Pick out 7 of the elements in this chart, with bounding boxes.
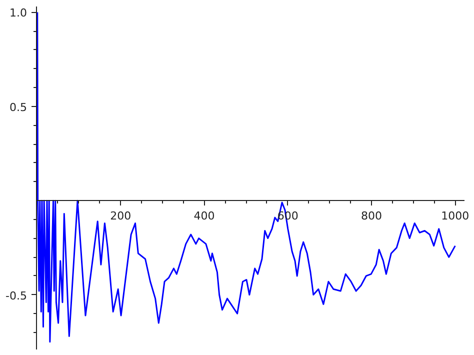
x-tick-label: 200	[110, 210, 132, 223]
y-tick-label: 0.5	[9, 100, 27, 114]
x-tick-label: 800	[361, 210, 382, 223]
x-tick-label: 400	[194, 210, 215, 223]
y-tick-label: 1.0	[9, 6, 27, 20]
x-tick-label: 1000	[441, 210, 470, 223]
y-tick-label: -0.5	[6, 289, 27, 302]
